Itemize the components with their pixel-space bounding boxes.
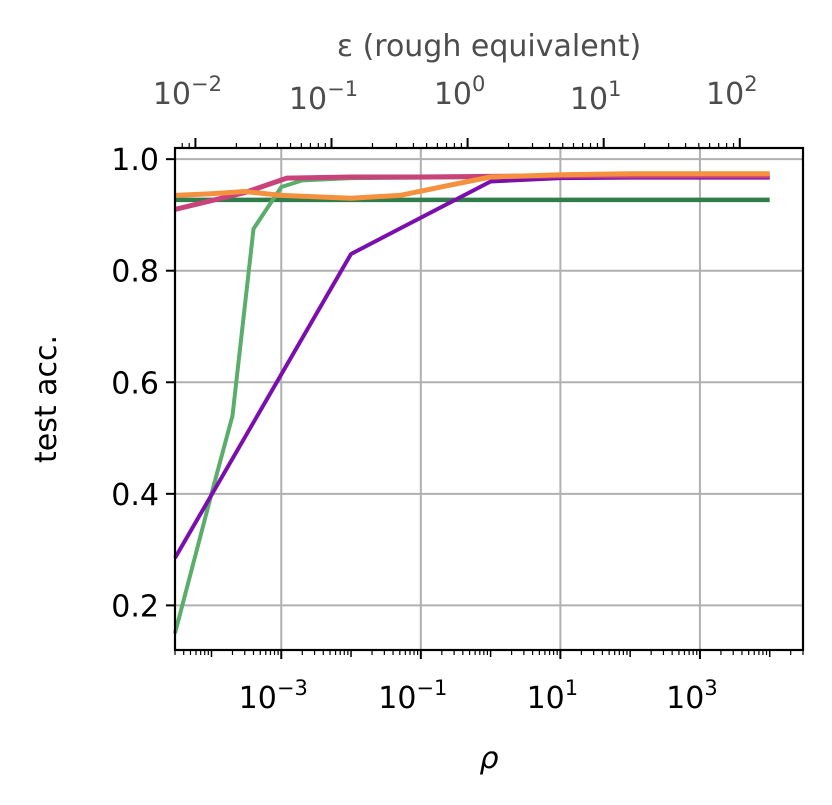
top-axis-label: ε (rough equivalent) (337, 29, 641, 64)
y-axis-label: test acc. (29, 335, 64, 463)
series-line-4 (174, 171, 770, 201)
x-tick-label-3: 103 (666, 676, 718, 716)
series-group (173, 171, 770, 634)
top-tick-label-4: 102 (706, 72, 758, 112)
top-tick-label-1: 10−1 (289, 77, 358, 117)
x-tick-label-1: 10−1 (378, 676, 447, 716)
y-tick-label-3: 0.8 (111, 255, 159, 290)
top-tick-label-2: 100 (434, 72, 486, 112)
top-tick-label-3: 101 (570, 77, 622, 117)
plot-frame (173, 146, 805, 652)
series-line-2 (173, 175, 770, 560)
y-tick-label-0: 0.2 (111, 589, 159, 624)
x-tick-label-2: 101 (527, 676, 579, 716)
x-tick-label-0: 10−3 (239, 676, 308, 716)
top-tick-label-0: 10−2 (153, 72, 222, 112)
grid (175, 148, 803, 650)
y-tick-label-2: 0.6 (111, 366, 159, 401)
y-tick-label-4: 1.0 (111, 143, 159, 178)
y-tick-label-1: 0.4 (111, 478, 159, 513)
ticks: 10−3 10−1 101 103 0.2 0.4 0.6 0.8 1.0 10−2 10−1 100… (111, 72, 804, 716)
x-axis-label: ρ (479, 741, 498, 776)
